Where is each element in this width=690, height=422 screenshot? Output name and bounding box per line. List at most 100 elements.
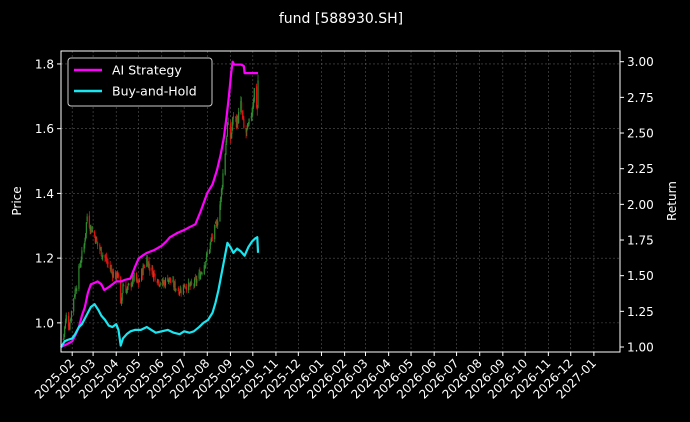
candle-body [111,268,113,272]
candle-body [188,282,190,291]
candle-body [180,290,182,293]
candle-body [85,222,87,234]
candle-body [246,123,249,130]
candle-body [89,228,91,232]
candle-body [251,112,253,118]
candle-body [90,227,93,233]
candle-body [83,244,85,252]
candle-body [201,273,203,274]
candle-body [219,204,221,222]
candle-body [185,286,187,288]
series-line-buy-and-hold [60,236,260,348]
candle-body [64,320,67,328]
candle-body [248,118,250,124]
candle-body [142,265,144,276]
candle-body [246,128,248,132]
candle-body [211,237,213,239]
legend-label-buy-and-hold: Buy-and-Hold [112,84,197,99]
candle-body [120,299,123,304]
candle-body [62,338,64,340]
candle-body [177,289,179,291]
candle-body [161,279,164,284]
candle-body [222,173,224,188]
candle-body [220,189,223,199]
y-right-tick-label: 1.50 [627,269,654,283]
series-lines [60,60,260,349]
y-left-tick-label: 1.4 [35,187,54,201]
candle-body [257,80,259,108]
candle-body [172,280,174,282]
candle-body [96,241,99,246]
candle-body [86,216,88,222]
candle-body [250,115,252,119]
candle-body [210,239,212,242]
candle-body [84,240,86,245]
candle-body [245,128,247,133]
candle-body [243,118,245,128]
candle-body [179,289,182,293]
candle-body [105,257,107,259]
candle-body [70,311,73,320]
candle-body [167,278,169,282]
candle-body [237,118,239,124]
candle-body [199,271,201,279]
candle-body [109,265,111,270]
candle-body [178,288,180,295]
candle-body [221,187,223,190]
candle-body [156,280,158,284]
candle-body [163,281,165,285]
candle-body [242,115,244,118]
candle-body [252,99,255,108]
candle-body [132,275,134,282]
candle-body [117,273,119,277]
y-right-tick-label: 1.25 [627,305,654,319]
candle-body [146,257,148,267]
candle-body [168,277,170,281]
candle-body [179,292,181,294]
candle-body [231,126,233,134]
candle-body [125,285,127,293]
candle-body [235,117,237,128]
series-line-ai-strategy [60,60,259,349]
candle-body [236,117,238,127]
candle-body [122,284,124,294]
candle-body [240,101,242,113]
y-left-tick-label: 1.2 [35,252,54,266]
candle-body [253,88,255,102]
candle-body [190,281,192,286]
candle-body [111,271,114,277]
candle-body [152,268,154,277]
candle-body [80,260,82,264]
candle-body [164,278,167,286]
candle-body [205,253,208,260]
candle-body [126,286,129,291]
candle-body [200,272,202,274]
candle-body [79,263,82,268]
candle-body [69,321,71,330]
y-right-tick-label: 1.75 [627,234,654,248]
candle-body [220,197,222,206]
candle-body [73,296,76,298]
candle-body [141,269,143,281]
candle-body [95,237,97,244]
candle-body [151,267,153,271]
candle-body [76,288,78,292]
candle-body [99,244,101,250]
candle-body [203,265,205,275]
candle-body [104,255,106,258]
candle-body [198,272,200,279]
candle-body [224,153,226,175]
candle-body [194,277,196,279]
candle-body [133,272,135,281]
y-left-tick-label: 1.8 [35,57,54,71]
candle-body [205,260,207,266]
candle-body [252,106,254,113]
candle-body [85,233,87,240]
candle-body [70,319,72,321]
candle-body [88,215,90,228]
right-axis-label: Return [665,181,679,221]
y-left-tick-label: 1.6 [35,122,54,136]
candle-body [174,281,176,290]
right-axis: 1.00 1.25 1.50 1.75 2.00 2.25 2.50 2.75 3.00 [620,55,654,355]
candle-body [110,268,112,270]
